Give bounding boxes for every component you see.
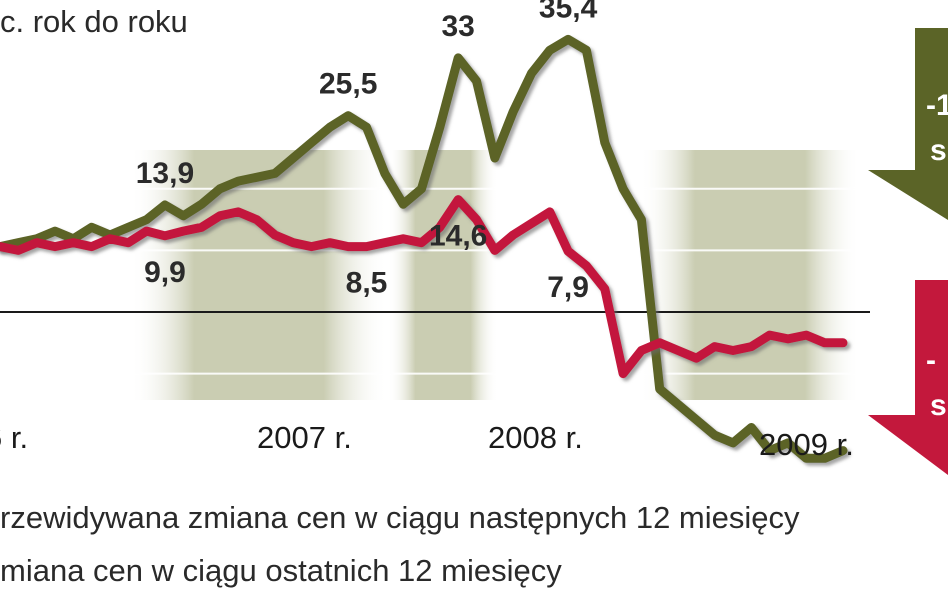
badge-2-sub: s: [930, 389, 947, 422]
value-label-5: 9,9: [144, 256, 186, 289]
badges: -1 s - s: [868, 28, 948, 475]
shaded-band-1: [130, 150, 388, 400]
value-label-2: 25,5: [319, 68, 377, 101]
x-tick-label-4: 2009 r.: [759, 427, 854, 462]
value-label-3: 33: [441, 10, 474, 43]
series-line-past: [0, 195, 848, 379]
badge-1-value: -1: [926, 89, 948, 122]
x-tick-label-2: 2007 r.: [257, 420, 352, 455]
value-labels: 13,9 25,5 33 35,4 9,9 8,5 14,6 7,9: [136, 0, 598, 304]
series-line-expected: [0, 34, 848, 463]
shaded-band-2: [388, 150, 498, 400]
value-label-7: 14,6: [429, 220, 487, 253]
legend-expected: rzewidywana zmiana cen w ciągu następnyc…: [0, 500, 800, 535]
unit-label: c. rok do roku: [0, 4, 188, 39]
shaded-band-3: [640, 150, 860, 400]
shaded-bands: [130, 150, 860, 400]
x-tick-label-3: 2008 r.: [488, 420, 583, 455]
badge-2: [868, 280, 948, 475]
value-label-6: 8,5: [346, 267, 388, 300]
value-label-8: 7,9: [547, 271, 589, 304]
legend-past: miana cen w ciągu ostatnich 12 miesięcy: [0, 553, 562, 588]
x-tick-label-1: 6 r.: [0, 420, 28, 455]
badge-1-sub: s: [930, 134, 947, 167]
badge-2-value: -: [926, 344, 936, 377]
x-axis-ticks: 6 r. 2007 r. 2008 r. 2009 r.: [0, 420, 854, 462]
value-label-1: 13,9: [136, 157, 194, 190]
value-label-4: 35,4: [539, 0, 598, 24]
gridlines: [0, 126, 870, 375]
badge-1: [868, 28, 948, 220]
